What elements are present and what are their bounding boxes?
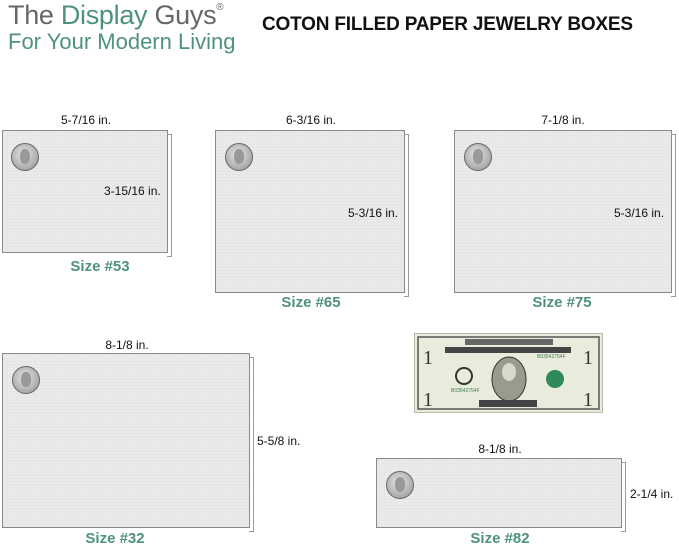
svg-text:1: 1 xyxy=(423,389,433,411)
svg-text:B03542754F: B03542754F xyxy=(537,354,566,360)
box-53-size: Size #53 xyxy=(70,258,130,275)
svg-text:1: 1 xyxy=(583,347,593,369)
brand-name-display: Display xyxy=(60,0,148,30)
box-65 xyxy=(215,130,409,297)
svg-text:1: 1 xyxy=(423,347,433,369)
box-32-height: 5-5/8 in. xyxy=(257,434,301,448)
quarter-coin-icon xyxy=(464,143,492,171)
brand-name-guys: Guys xyxy=(147,0,217,30)
box-32 xyxy=(2,353,254,532)
box-75-height: 5-3/16 in. xyxy=(614,206,665,220)
svg-text:1: 1 xyxy=(583,389,593,411)
page-title: COTON FILLED PAPER JEWELRY BOXES xyxy=(262,14,633,35)
dollar-bill-image: 1 1 1 1 B03542754F B03542754F xyxy=(414,333,603,413)
quarter-coin-icon xyxy=(12,366,40,394)
box-53 xyxy=(2,130,172,257)
box-65-size: Size #65 xyxy=(281,294,341,311)
box-82 xyxy=(376,458,626,532)
box-53-height: 3-15/16 in. xyxy=(104,184,161,198)
brand-logo: The Display Guys® xyxy=(8,0,224,31)
dollar-bill-icon: 1 1 1 1 B03542754F B03542754F xyxy=(417,336,600,411)
box-65-width: 6-3/16 in. xyxy=(285,113,337,127)
brand-name-the: The xyxy=(8,0,61,30)
box-75 xyxy=(454,130,676,297)
registered-mark: ® xyxy=(216,2,224,13)
quarter-coin-icon xyxy=(386,471,414,499)
box-53-width: 5-7/16 in. xyxy=(60,113,112,127)
box-75-width: 7-1/8 in. xyxy=(541,113,585,127)
box-32-size: Size #32 xyxy=(85,530,145,546)
quarter-coin-icon xyxy=(225,143,253,171)
box-82-width: 8-1/8 in. xyxy=(478,442,522,456)
box-65-height: 5-3/16 in. xyxy=(348,206,399,220)
svg-text:B03542754F: B03542754F xyxy=(451,388,480,394)
box-75-size: Size #75 xyxy=(532,294,592,311)
box-82-size: Size #82 xyxy=(470,530,530,546)
brand-tagline: For Your Modern Living xyxy=(8,29,236,54)
box-82-height: 2-1/4 in. xyxy=(630,487,674,501)
quarter-coin-icon xyxy=(11,143,39,171)
box-32-width: 8-1/8 in. xyxy=(105,338,149,352)
